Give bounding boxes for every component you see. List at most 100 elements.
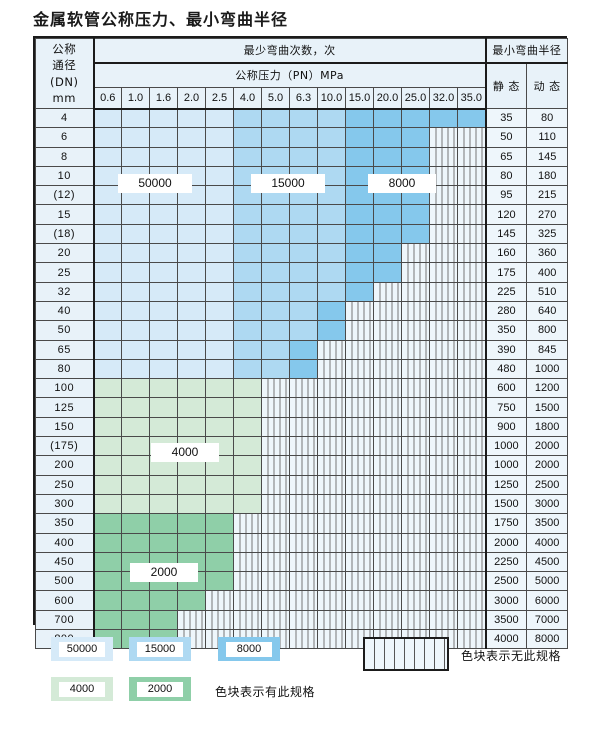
table-row: 600 3000 6000 <box>35 590 569 611</box>
table-row: 700 3500 7000 <box>35 609 569 631</box>
cell-bend <box>289 474 318 495</box>
cell-bend <box>205 358 234 380</box>
cell-static-radius: 4000 <box>485 629 528 650</box>
cell-static-radius: 280 <box>485 300 528 322</box>
table-row: 400 2000 4000 <box>35 532 569 553</box>
table-row: 50 350 800 <box>35 320 569 341</box>
cell-dn: (175) <box>35 436 95 457</box>
cell-bend <box>149 262 178 283</box>
cell-bend <box>261 339 290 360</box>
cell-static-radius: 350 <box>485 320 528 341</box>
table-row: 32 225 510 <box>35 281 569 302</box>
cell-bend <box>93 551 122 573</box>
cell-static-radius: 390 <box>485 339 528 360</box>
cell-bend <box>177 513 206 534</box>
cell-dn: 40 <box>35 300 95 322</box>
cell-bend <box>149 609 178 631</box>
cell-bend <box>233 513 262 534</box>
cell-bend <box>429 455 458 476</box>
cell-bend <box>401 262 430 283</box>
cell-dynamic-radius: 510 <box>526 281 569 302</box>
header-pressure-0p6: 0.6 <box>93 87 122 110</box>
cell-bend <box>205 513 234 534</box>
cell-bend <box>401 532 430 553</box>
cell-bend <box>289 436 318 457</box>
cell-static-radius: 35 <box>485 107 528 129</box>
cell-bend <box>205 397 234 418</box>
cell-bend <box>373 397 402 418</box>
cell-bend <box>373 243 402 264</box>
cell-bend <box>456 474 487 495</box>
cell-bend <box>429 493 458 515</box>
cell-dn: 4 <box>35 107 95 129</box>
cell-bend <box>177 590 206 611</box>
cell-bend <box>429 571 458 592</box>
cell-bend <box>345 146 374 167</box>
cell-bend <box>149 243 178 264</box>
cell-bend <box>261 551 290 573</box>
cell-bend <box>317 436 346 457</box>
cell-bend <box>233 493 262 515</box>
cell-bend <box>121 300 150 322</box>
cell-bend <box>373 513 402 534</box>
cell-bend <box>317 146 346 167</box>
cell-bend <box>205 262 234 283</box>
legend-no-spec-label: 色块表示无此规格 <box>461 649 562 663</box>
cell-dn: 100 <box>35 378 95 399</box>
cell-bend <box>205 185 234 206</box>
cell-bend <box>233 320 262 341</box>
cell-bend <box>345 281 374 302</box>
header-pressure-1p6: 1.6 <box>149 87 178 110</box>
cell-bend <box>149 281 178 302</box>
cell-bend <box>261 378 290 399</box>
cell-bend <box>93 397 122 418</box>
cell-bend <box>261 436 290 457</box>
cell-dynamic-radius: 5000 <box>526 571 569 592</box>
cell-bend <box>456 243 487 264</box>
cell-bend <box>93 493 122 515</box>
cell-bend <box>401 358 430 380</box>
cell-bend <box>205 416 234 438</box>
cell-bend <box>205 107 234 129</box>
cell-bend <box>149 146 178 167</box>
cell-bend <box>233 262 262 283</box>
cell-bend <box>429 339 458 360</box>
cell-dynamic-radius: 1200 <box>526 378 569 399</box>
cell-dn: 450 <box>35 551 95 573</box>
cell-bend <box>373 609 402 631</box>
header-pressure-32p0: 32.0 <box>429 87 458 110</box>
cell-dynamic-radius: 145 <box>526 146 569 167</box>
cell-bend <box>233 243 262 264</box>
cell-bend <box>429 127 458 148</box>
table-row: 15 120 270 <box>35 204 569 225</box>
cell-bend <box>177 416 206 438</box>
table-row: (18) 145 325 <box>35 223 569 245</box>
cell-dn: 6 <box>35 127 95 148</box>
cell-bend <box>456 204 487 225</box>
cell-bend <box>261 493 290 515</box>
cell-bend <box>149 320 178 341</box>
cell-bend <box>317 339 346 360</box>
cell-dynamic-radius: 640 <box>526 300 569 322</box>
cell-bend <box>93 146 122 167</box>
cell-bend <box>456 455 487 476</box>
cell-bend <box>93 185 122 206</box>
cell-dynamic-radius: 7000 <box>526 609 569 631</box>
cell-bend <box>373 339 402 360</box>
cell-bend <box>317 397 346 418</box>
spec-table: 公称 通径 (DN) mm 最少弯曲次数，次 最小弯曲半径 公称压力（PN）MPa 静 态动 … <box>35 38 569 650</box>
cell-bend <box>93 339 122 360</box>
cell-dynamic-radius: 1800 <box>526 416 569 438</box>
cell-dynamic-radius: 180 <box>526 165 569 187</box>
cell-bend <box>456 165 487 187</box>
header-pressure: 公称压力（PN）MPa <box>92 62 487 88</box>
cell-bend <box>149 204 178 225</box>
cell-bend <box>177 300 206 322</box>
cell-bend <box>429 416 458 438</box>
cell-bend <box>289 493 318 515</box>
cell-bend <box>456 223 487 245</box>
cell-dn: 125 <box>35 397 95 418</box>
cell-bend <box>261 262 290 283</box>
cell-dn: 400 <box>35 532 95 553</box>
cell-static-radius: 1750 <box>485 513 528 534</box>
